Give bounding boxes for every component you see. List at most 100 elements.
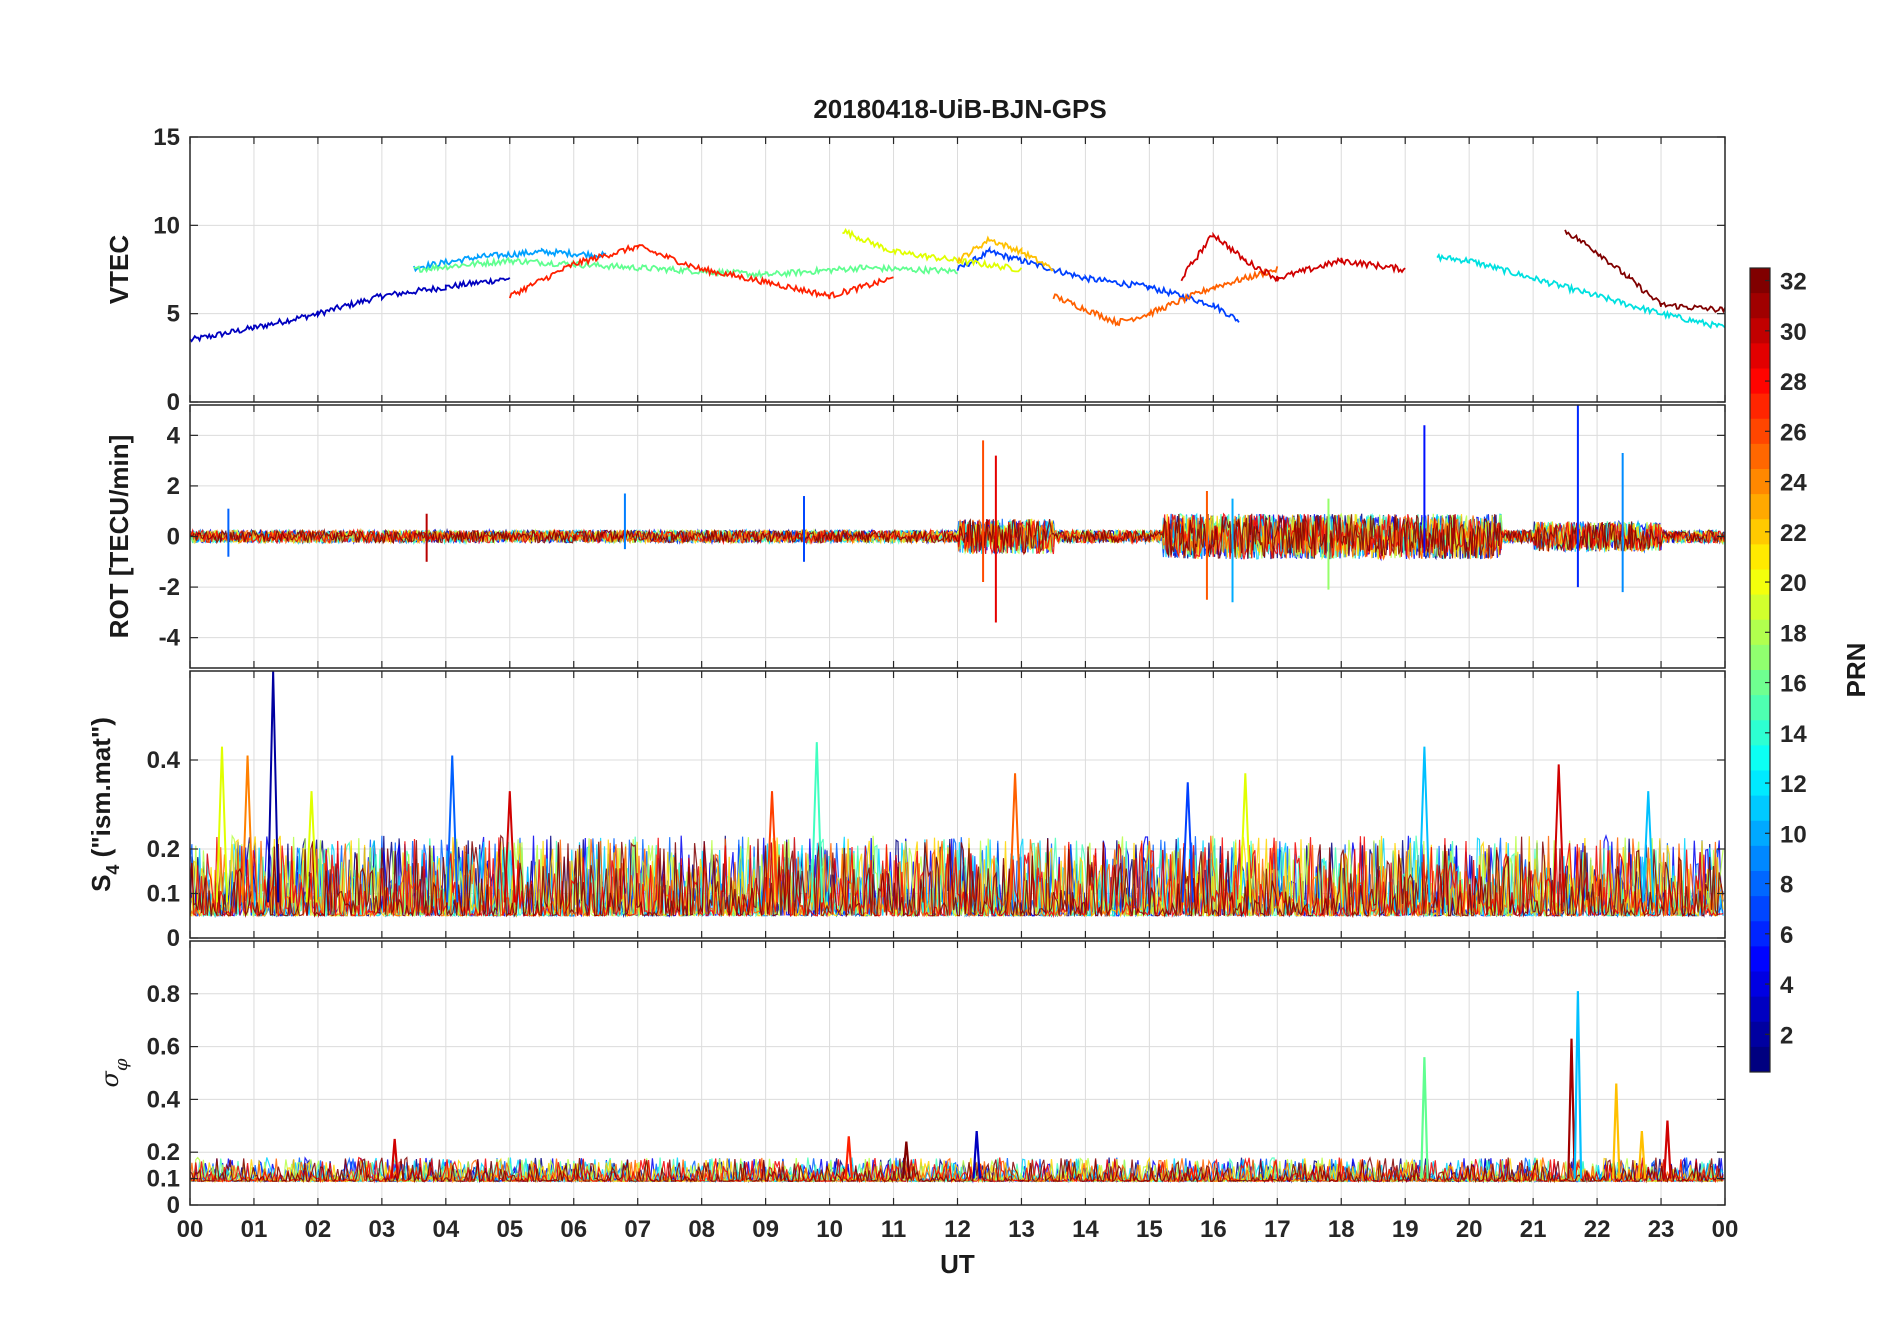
x-tick-label: 10 <box>816 1216 843 1243</box>
colorbar-swatch <box>1750 770 1770 797</box>
panel-4: 00.10.2 0.4 0.6 0.8 σφ 00 01 02 03 04 05 06 07 08 09 10… <box>96 940 1738 1279</box>
panel-3: 0 0.1 0.2 0.4 S4 ("ism.mat") <box>86 670 1726 952</box>
colorbar-tick-label: 24 <box>1780 470 1807 497</box>
panel-2: -4 -2 0 2 4 ROT [TECU/min] <box>104 404 1726 669</box>
x-tick-label: 07 <box>624 1216 651 1243</box>
y-axis-label: S4 ("ism.mat") <box>86 717 123 892</box>
series-line <box>190 834 1724 918</box>
y-label-main: σ <box>96 1071 124 1088</box>
colorbar-swatch <box>1750 946 1770 972</box>
plot-area <box>190 405 1725 623</box>
x-tick-label: 01 <box>241 1216 268 1243</box>
colorbar-tick-label: 20 <box>1780 570 1807 597</box>
series-line <box>190 836 1724 918</box>
x-tick-label: 21 <box>1520 1216 1547 1243</box>
s4-peak <box>765 791 779 903</box>
x-tick-label: 22 <box>1584 1216 1611 1243</box>
y-tick-label: 2 <box>167 473 180 500</box>
y-tick-label: 0 <box>167 389 180 416</box>
sigma-peak <box>1637 1131 1647 1179</box>
colorbar-frame <box>1749 267 1771 1073</box>
colorbar-swatch <box>1750 795 1770 822</box>
s4-peak <box>215 746 229 903</box>
y-tick-label: 0.2 <box>147 836 180 863</box>
series-line <box>842 227 1023 273</box>
colorbar-swatch <box>1750 343 1770 369</box>
colorbar-swatch <box>1750 469 1770 495</box>
series-line <box>1436 252 1725 330</box>
s4-peak <box>1181 782 1194 903</box>
s4-peak <box>241 755 254 903</box>
colorbar-tick-label: 10 <box>1780 821 1807 848</box>
colorbar-swatch <box>1750 594 1770 621</box>
series-line <box>1180 231 1406 283</box>
sigma-peak <box>1611 1083 1621 1179</box>
y-tick-label: 0.4 <box>147 1086 181 1113</box>
x-tick-label: 11 <box>881 1216 906 1243</box>
colorbar-tick-label: 14 <box>1780 721 1807 748</box>
plot-area <box>190 991 1724 1184</box>
series-line <box>190 1156 1724 1184</box>
colorbar-swatch <box>1750 368 1770 395</box>
x-axis-label: UT <box>940 1249 975 1279</box>
colorbar-tick-label: 30 <box>1780 319 1807 346</box>
sigma-peak <box>1420 1057 1429 1179</box>
series-line <box>413 247 607 273</box>
y-label-main: S <box>86 875 116 892</box>
y-tick-label: 0.2 <box>147 1139 180 1166</box>
series-line <box>1564 229 1725 314</box>
colorbar-tick-label: 6 <box>1780 922 1793 949</box>
series-line <box>190 513 1725 560</box>
sigma-peak <box>844 1136 854 1179</box>
x-tick-label: 02 <box>305 1216 332 1243</box>
colorbar-tick-label: 2 <box>1780 1022 1793 1049</box>
series-line <box>1052 266 1279 327</box>
sigma-peak <box>972 1131 981 1179</box>
s4-peak <box>305 791 318 903</box>
colorbar-swatch <box>1750 720 1770 746</box>
y-tick-label: 0 <box>167 524 180 551</box>
sigma-peak <box>1573 991 1583 1179</box>
x-tick-label: 08 <box>688 1216 715 1243</box>
colorbar-tick-label: 22 <box>1780 520 1807 547</box>
x-tick-label: 16 <box>1200 1216 1227 1243</box>
x-tick-label: 15 <box>1136 1216 1163 1243</box>
y-tick-label: 5 <box>167 301 180 328</box>
colorbar-label: PRN <box>1841 643 1871 698</box>
colorbar-swatch <box>1750 871 1770 897</box>
y-tick-label: 10 <box>153 212 180 239</box>
s4-peak <box>446 755 459 903</box>
y-axis-label: VTEC <box>104 235 134 305</box>
y-label-rest: ("ism.mat") <box>86 717 116 864</box>
x-tick-label: 17 <box>1264 1216 1291 1243</box>
s4-peak <box>810 742 823 903</box>
colorbar-swatch <box>1750 745 1770 771</box>
s4-peak <box>267 671 280 903</box>
series-line <box>508 244 894 300</box>
plot-area <box>190 227 1725 343</box>
colorbar-swatch <box>1750 519 1770 545</box>
colorbar-swatch <box>1750 845 1770 872</box>
colorbar-tick-label: 16 <box>1780 671 1807 698</box>
colorbar-swatch <box>1750 619 1770 646</box>
colorbar-swatch <box>1750 569 1770 596</box>
y-axis-label: ROT [TECU/min] <box>104 435 134 639</box>
y-tick-label: 0.4 <box>147 747 181 774</box>
series-line <box>190 276 511 343</box>
x-tick-label: 13 <box>1008 1216 1035 1243</box>
x-tick-label: 06 <box>560 1216 587 1243</box>
colorbar-tick-label: 26 <box>1780 419 1807 446</box>
y-tick-label: 0.1 <box>147 881 180 908</box>
colorbar-tick-label: 28 <box>1780 369 1807 396</box>
y-tick-label: 0.6 <box>147 1034 180 1061</box>
x-tick-label: 09 <box>752 1216 779 1243</box>
x-tick-label: 00 <box>177 1216 204 1243</box>
x-tick-label: 05 <box>496 1216 523 1243</box>
sigma-peak <box>1663 1120 1672 1179</box>
plot-area <box>190 671 1724 919</box>
colorbar-tick-label: 4 <box>1780 972 1794 999</box>
colorbar-swatch <box>1750 268 1770 294</box>
x-tick-label: 12 <box>944 1216 971 1243</box>
